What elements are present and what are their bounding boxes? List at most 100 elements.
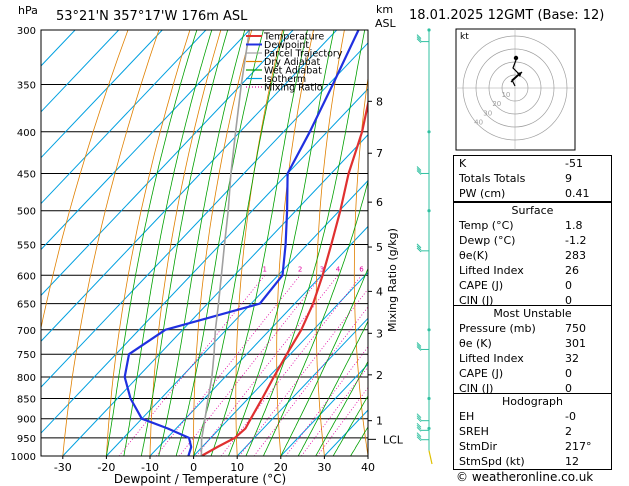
hodograph-value: 217° xyxy=(565,440,592,453)
wind-barb-flag xyxy=(416,424,422,430)
asl-label: ASL xyxy=(375,17,396,30)
isotherm-line xyxy=(41,30,76,67)
hodograph-value: -0 xyxy=(565,410,576,423)
hodograph-row: EH -0 xyxy=(454,409,611,424)
most-unstable-value: 0 xyxy=(565,367,572,380)
most-unstable-label: CIN (J) xyxy=(459,382,494,395)
wet-adiabat-line xyxy=(263,179,368,456)
hodograph-row: StmDir 217° xyxy=(454,439,611,454)
most-unstable-value: 750 xyxy=(565,322,586,335)
index-row: K -51 xyxy=(454,156,611,171)
mixing-ratio-label: 1 xyxy=(263,265,267,273)
wind-barb-flag xyxy=(416,34,422,39)
km-tick-label: 5 xyxy=(376,241,383,254)
wet-adiabat-line xyxy=(315,360,368,456)
surface-label: CAPE (J) xyxy=(459,279,504,292)
wind-barb-flag xyxy=(416,38,422,43)
hodograph-row: SREH 2 xyxy=(454,424,611,439)
most-unstable-value: 32 xyxy=(565,352,579,365)
pressure-tick-label: 300 xyxy=(17,26,36,37)
most-unstable-table: Most Unstable Pressure (mb) 750 θe (K) 301 L… xyxy=(453,305,612,397)
isotherm-line xyxy=(41,30,163,159)
wet-adiabat-line xyxy=(175,30,264,456)
dry-adiabat-line xyxy=(62,30,160,456)
legend-label: Parcel Trajectory xyxy=(264,49,343,60)
mixing-ratio-label: 3 xyxy=(320,265,324,273)
mixing-ratio-line xyxy=(253,306,368,456)
hodograph-label: StmSpd (kt) xyxy=(459,455,525,468)
mixing-ratio-label: 16 xyxy=(418,265,427,273)
isotherm-line xyxy=(149,225,368,456)
axes: 3003504004505005506006507007508008509009… xyxy=(11,26,404,486)
series-temperature xyxy=(200,98,368,456)
surface-title: Surface xyxy=(511,204,554,217)
x-tick-label: 10 xyxy=(230,461,244,474)
x-tick-label: 30 xyxy=(317,461,331,474)
location-title: 53°21'N 357°17'W 176m ASL xyxy=(56,9,248,24)
km-tick-label: 1 xyxy=(376,415,383,428)
dry-adiabat-line xyxy=(427,30,455,456)
isotherm-line xyxy=(41,30,250,251)
mixing-ratio-label: 8 xyxy=(376,265,380,273)
x-tick-label: -10 xyxy=(141,461,159,474)
credit-text: © weatheronline.co.uk xyxy=(456,470,594,484)
wind-barb-flag xyxy=(416,413,422,419)
date-title: 18.01.2025 12GMT (Base: 12) xyxy=(409,8,605,23)
dry-adiabat-line xyxy=(41,30,129,330)
surface-value: -1.2 xyxy=(565,234,587,247)
mixing-ratio-label: 2 xyxy=(298,265,302,273)
pressure-tick-label: 550 xyxy=(17,240,36,251)
index-value: -51 xyxy=(565,157,583,170)
wind-barb-flag xyxy=(416,417,422,423)
series-dewpoint xyxy=(123,30,360,456)
mixing-ratio-line xyxy=(220,275,362,456)
wet-adiabat-line xyxy=(332,395,368,456)
pressure-tick-label: 600 xyxy=(17,271,36,282)
dry-adiabat-line xyxy=(149,30,222,456)
wind-level-dot xyxy=(427,426,431,431)
most-unstable-title: Most Unstable xyxy=(493,307,572,320)
wet-adiabat-line xyxy=(210,30,308,456)
surface-label: θe(K) xyxy=(459,249,489,262)
hodograph-ring-label: 20 xyxy=(492,100,501,108)
km-label: km xyxy=(376,3,394,16)
km-tick-label: 2 xyxy=(376,369,383,382)
wind-barb-flag xyxy=(416,342,422,347)
dry-adiabat-line xyxy=(235,30,283,456)
most-unstable-row: Lifted Index 32 xyxy=(454,351,611,366)
wind-barb-flag xyxy=(416,432,422,438)
plot-frame xyxy=(40,29,369,457)
series-parcel-trajectory xyxy=(200,30,251,456)
km-tick-label: 7 xyxy=(376,147,383,160)
wind-barb-flag xyxy=(416,415,422,421)
hodograph-frame xyxy=(455,28,576,151)
lcl-label: LCL xyxy=(383,433,404,446)
hodograph-ring-label: 10 xyxy=(501,91,510,99)
surface-wind-barb xyxy=(428,450,433,465)
wind-barb-flag xyxy=(416,247,422,253)
isotherm-line xyxy=(236,317,368,456)
background-lines: 1 2 3 4 6 8 10 16 20 25 xyxy=(41,30,629,456)
dry-adiabat-line xyxy=(276,30,314,456)
mixing-ratio-line xyxy=(239,288,368,456)
surface-row: CAPE (J) 0 xyxy=(454,278,611,293)
most-unstable-label: θe (K) xyxy=(459,337,492,350)
surface-row: Lifted Index 26 xyxy=(454,263,611,278)
surface-value: 26 xyxy=(565,264,579,277)
legend-label: Dewpoint xyxy=(264,40,309,51)
pressure-tick-label: 900 xyxy=(17,415,36,426)
dry-adiabat-line xyxy=(623,30,629,456)
surface-table: Surface Temp (°C) 1.8 Dewp (°C) -1.2 θe(K) 28… xyxy=(453,202,612,309)
pressure-tick-label: 650 xyxy=(17,300,36,311)
legend-label: Isotherm xyxy=(264,74,306,85)
wet-adiabat-line xyxy=(123,30,213,456)
hodograph-top-marker xyxy=(513,55,519,61)
wet-adiabat-line xyxy=(228,30,335,456)
index-row: PW (cm) 0.41 xyxy=(454,186,611,201)
surface-label: Dewp (°C) xyxy=(459,234,516,247)
dry-adiabat-line xyxy=(193,30,253,456)
hodograph-ring-label: 30 xyxy=(483,109,492,117)
wet-adiabat-line xyxy=(245,30,366,456)
most-unstable-row: CAPE (J) 0 xyxy=(454,366,611,381)
